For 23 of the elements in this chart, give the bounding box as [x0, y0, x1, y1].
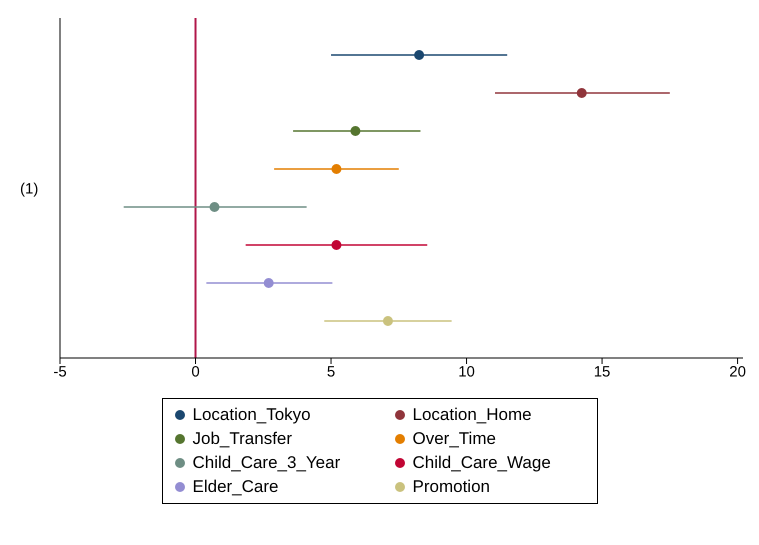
point [331, 240, 342, 250]
point [414, 50, 424, 60]
legend-label: Location_Tokyo [192, 405, 311, 425]
point [576, 88, 587, 98]
legend-label: Elder_Care [192, 477, 278, 497]
x-tick-label: 20 [729, 364, 746, 381]
legend-label: Job_Transfer [192, 429, 292, 449]
point [331, 164, 342, 174]
point [350, 126, 360, 136]
legend-label: Location_Home [412, 405, 532, 425]
x-tick-label: 0 [191, 364, 200, 381]
y-axis-title: (1) [20, 180, 38, 198]
point [382, 316, 393, 326]
legend-label: Child_Care_Wage [412, 453, 551, 473]
x-tick-label: 15 [594, 364, 610, 381]
x-tick-label: 5 [326, 364, 336, 381]
x-tick-label: -5 [53, 364, 67, 381]
point [264, 278, 274, 288]
legend-label: Promotion [412, 477, 490, 497]
x-tick-label: 10 [458, 364, 475, 381]
legend-label: Over_Time [412, 429, 496, 449]
legend-label: Child_Care_3_Year [192, 453, 340, 473]
point [209, 202, 220, 212]
